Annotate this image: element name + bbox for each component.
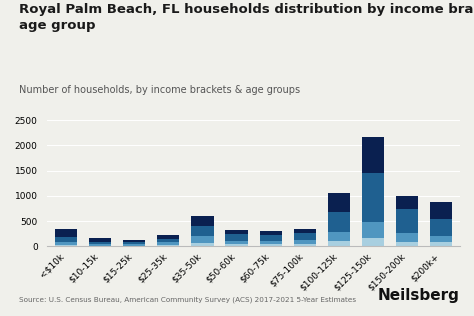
Bar [293,240,316,244]
Bar [328,193,350,212]
Bar [55,229,77,237]
Bar [191,226,214,236]
Bar [123,245,146,246]
Bar [396,209,418,233]
Bar [430,242,452,246]
Bar [55,237,77,242]
Bar [157,239,180,242]
Bar [226,229,247,234]
Bar [89,242,111,245]
Bar [191,236,214,243]
Bar [396,242,418,246]
Bar [362,137,384,173]
Bar [260,235,282,241]
Bar [157,242,180,245]
Text: Neilsberg: Neilsberg [378,289,460,303]
Bar [226,245,247,246]
Bar [191,216,214,226]
Bar [226,234,247,241]
Bar [430,202,452,219]
Bar [396,233,418,242]
Bar [430,236,452,242]
Text: Source: U.S. Census Bureau, American Community Survey (ACS) 2017-2021 5-Year Est: Source: U.S. Census Bureau, American Com… [19,297,356,303]
Bar [89,238,111,242]
Bar [293,244,316,246]
Bar [89,245,111,246]
Bar [226,241,247,245]
Bar [328,241,350,246]
Bar [191,243,214,246]
Bar [430,219,452,236]
Bar [55,242,77,245]
Bar [260,231,282,235]
Bar [123,240,146,242]
Text: Number of households, by income brackets & age groups: Number of households, by income brackets… [19,85,300,95]
Bar [157,235,180,239]
Bar [328,212,350,232]
Bar [362,173,384,222]
Bar [293,228,316,233]
Bar [362,238,384,246]
Bar [123,242,146,245]
Bar [328,232,350,241]
Bar [293,233,316,240]
Bar [396,196,418,209]
Bar [157,245,180,246]
Bar [260,244,282,246]
Text: Royal Palm Beach, FL households distribution by income bracket and
age group: Royal Palm Beach, FL households distribu… [19,3,474,32]
Bar [260,241,282,244]
Bar [55,245,77,246]
Bar [362,222,384,238]
